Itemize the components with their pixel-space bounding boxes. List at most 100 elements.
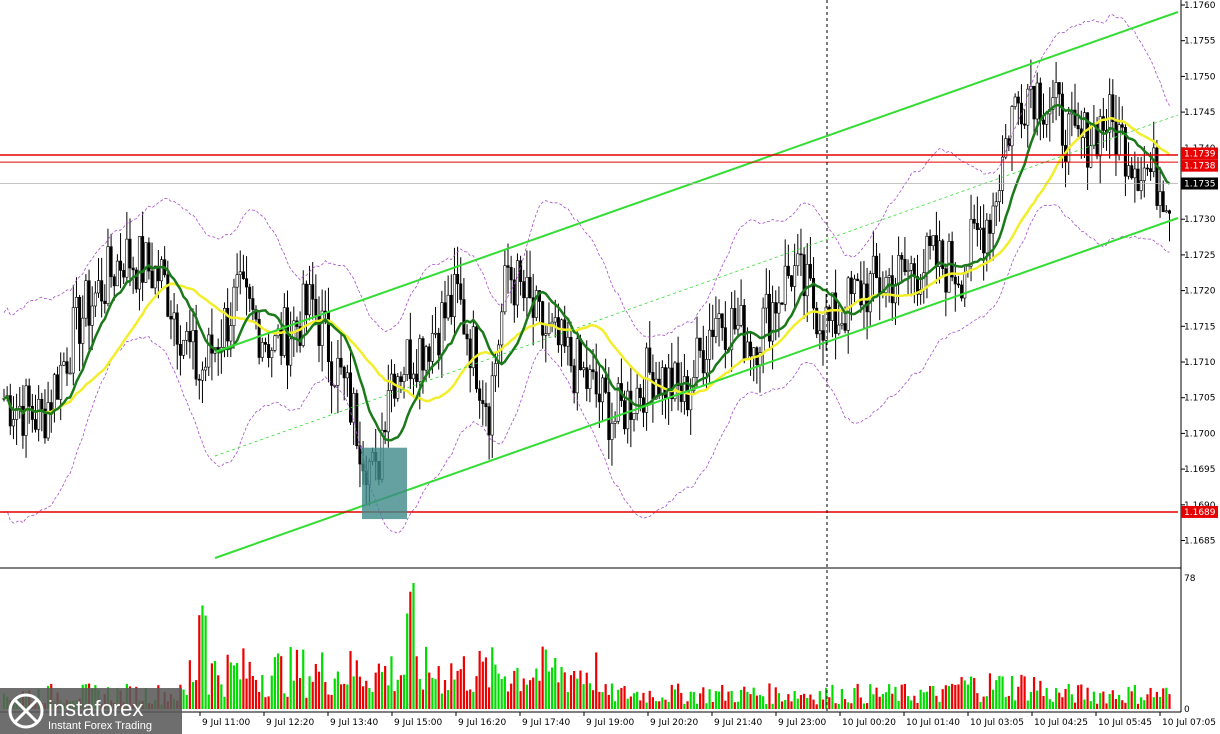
candle	[1145, 164, 1149, 176]
candle-body	[938, 240, 942, 267]
candle-body	[471, 326, 475, 369]
candle	[1057, 82, 1061, 117]
candle	[260, 337, 264, 362]
candle	[714, 296, 718, 344]
candle	[345, 364, 349, 397]
candle	[207, 327, 211, 377]
volume-bar	[740, 689, 743, 709]
volume-bar	[692, 692, 695, 709]
candle	[484, 382, 488, 427]
candle-body	[342, 366, 346, 379]
candle-body	[169, 316, 173, 320]
volume-bar	[358, 676, 362, 709]
x-tick-label: 9 Jul 17:40	[522, 718, 571, 728]
candle-body	[311, 284, 315, 300]
candle	[87, 269, 91, 352]
candle-body	[906, 269, 910, 273]
candle	[71, 285, 75, 386]
volume-bar	[1061, 697, 1064, 709]
candle-body	[493, 363, 497, 377]
candle-body	[736, 324, 740, 330]
candle	[59, 352, 63, 421]
candle	[11, 396, 15, 440]
candle-body	[941, 240, 945, 269]
candle-body	[1101, 116, 1105, 131]
price-tag-resistance-b: 1.1738	[1181, 159, 1218, 172]
candle-body	[506, 265, 510, 268]
candle	[449, 274, 453, 325]
candle-body	[796, 253, 800, 267]
candle	[821, 314, 825, 366]
candle-body	[418, 338, 422, 382]
candle	[452, 247, 456, 335]
volume-bar	[1070, 694, 1073, 709]
candle-body	[947, 241, 951, 293]
volume-bar	[185, 694, 188, 709]
candle-body	[459, 283, 463, 300]
candle	[386, 364, 390, 448]
candle-body	[500, 311, 504, 346]
candle	[197, 374, 201, 400]
candle-body	[613, 420, 617, 424]
candle	[799, 228, 803, 276]
price-tag-current-box	[1181, 177, 1218, 190]
candle-body	[868, 273, 872, 313]
volume-bar	[818, 691, 821, 709]
volume-bar	[308, 676, 311, 709]
candle-body	[415, 373, 419, 382]
candle-body	[308, 284, 312, 316]
volume-bar	[506, 691, 510, 709]
candle	[994, 192, 998, 227]
candle	[84, 274, 88, 327]
volume-bar	[1086, 687, 1089, 709]
volume-bar	[796, 698, 799, 709]
candle	[235, 253, 239, 312]
volume-bar	[292, 680, 295, 709]
candle	[56, 366, 60, 400]
volume-bar	[733, 702, 736, 709]
candle-body	[871, 255, 875, 274]
price-tag-current: 1.1735	[1181, 177, 1218, 190]
volume-bar	[1083, 699, 1086, 709]
candle-body	[257, 318, 261, 358]
volume-bar	[1146, 694, 1149, 709]
candle-body	[834, 292, 838, 334]
x-tick-label: 9 Jul 23:00	[778, 718, 827, 728]
candle	[226, 288, 230, 357]
volume-bar	[749, 694, 752, 709]
candle-body	[56, 374, 60, 400]
candle-body	[515, 260, 519, 306]
volume-bar	[585, 672, 588, 709]
candle-body	[232, 286, 236, 326]
volume-bar	[598, 691, 601, 709]
candle-body	[122, 270, 126, 278]
candle-body	[223, 308, 227, 348]
candle	[931, 235, 935, 251]
volume-bar	[762, 696, 765, 709]
candle-body	[956, 283, 960, 286]
candle	[119, 233, 123, 289]
candle-body	[991, 205, 995, 234]
candle	[849, 270, 853, 321]
volume-bar	[1077, 685, 1080, 709]
candle	[812, 257, 816, 330]
candle-body	[629, 390, 633, 420]
volume-bar	[1152, 697, 1155, 709]
candle	[232, 278, 236, 349]
candle	[676, 336, 680, 411]
candle	[771, 285, 775, 370]
candle-body	[714, 318, 718, 337]
volume-bar	[683, 703, 686, 709]
candle	[1013, 93, 1017, 110]
candle-body	[1082, 112, 1086, 138]
candle-body	[270, 350, 274, 358]
candle	[717, 299, 721, 347]
volume-bar	[1105, 703, 1108, 709]
candle-body	[147, 242, 151, 272]
volume-bar	[478, 651, 481, 709]
volume-bar	[702, 687, 705, 709]
candle	[1023, 109, 1027, 129]
candle-body	[739, 305, 743, 326]
